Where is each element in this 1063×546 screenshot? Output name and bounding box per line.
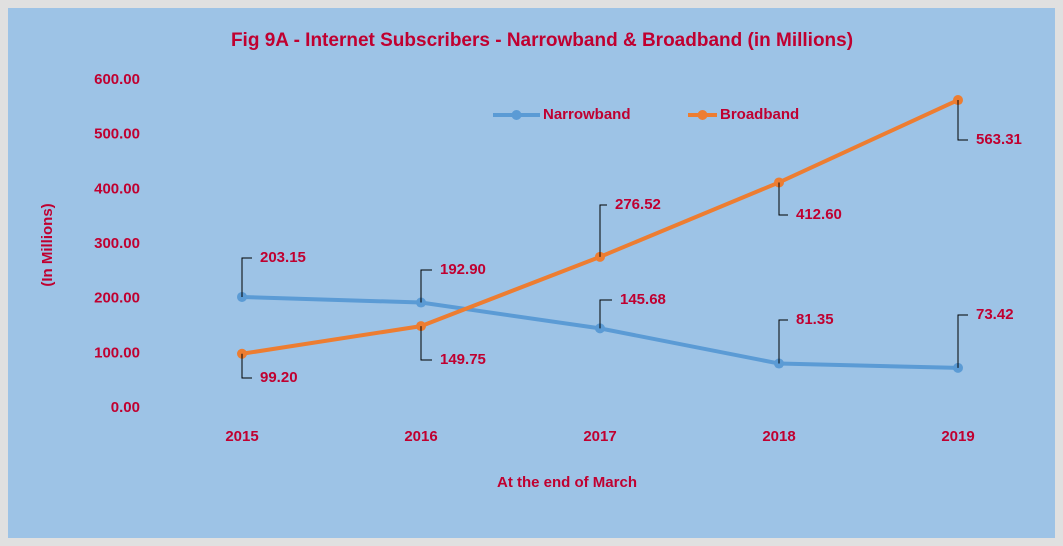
leader-line: [778, 182, 788, 216]
legend-marker: [511, 110, 522, 120]
x-tick-label: 2017: [583, 428, 616, 445]
legend-label: Broadband: [720, 106, 799, 123]
data-label: 203.15: [260, 249, 306, 266]
y-tick-label: 300.00: [94, 235, 140, 252]
y-tick-label: 100.00: [94, 344, 140, 361]
chart-title: Fig 9A - Internet Subscribers - Narrowba…: [231, 30, 853, 51]
y-tick-label: 400.00: [94, 180, 140, 197]
data-label: 412.60: [796, 206, 842, 223]
data-label: 73.42: [976, 306, 1014, 323]
x-axis-title: At the end of March: [497, 474, 637, 491]
y-tick-label: 0.00: [111, 399, 140, 416]
x-tick-label: 2019: [941, 428, 974, 445]
x-tick-label: 2016: [404, 428, 437, 445]
data-label: 192.90: [440, 261, 486, 278]
leader-line: [957, 100, 968, 141]
leader-line: [957, 314, 968, 368]
legend-label: Narrowband: [543, 106, 631, 123]
leader-line: [241, 353, 252, 379]
y-tick-label: 200.00: [94, 290, 140, 307]
leader-line: [778, 319, 788, 364]
data-label: 81.35: [796, 311, 834, 328]
x-tick-label: 2018: [762, 428, 795, 445]
chart-area: [8, 8, 1055, 538]
x-tick-label: 2015: [225, 428, 258, 445]
y-tick-label: 500.00: [94, 126, 140, 143]
data-label: 145.68: [620, 291, 666, 308]
data-label: 99.20: [260, 369, 298, 386]
data-label: 276.52: [615, 196, 661, 213]
leader-line: [599, 204, 607, 257]
legend-marker: [697, 110, 708, 120]
data-label: 149.75: [440, 351, 486, 368]
leader-line: [420, 269, 432, 303]
y-tick-label: 600.00: [94, 71, 140, 88]
data-label: 563.31: [976, 131, 1022, 148]
leader-line: [420, 326, 432, 361]
leader-line: [599, 299, 612, 329]
leader-line: [241, 257, 252, 297]
y-axis-title: (In Millions): [39, 203, 56, 286]
